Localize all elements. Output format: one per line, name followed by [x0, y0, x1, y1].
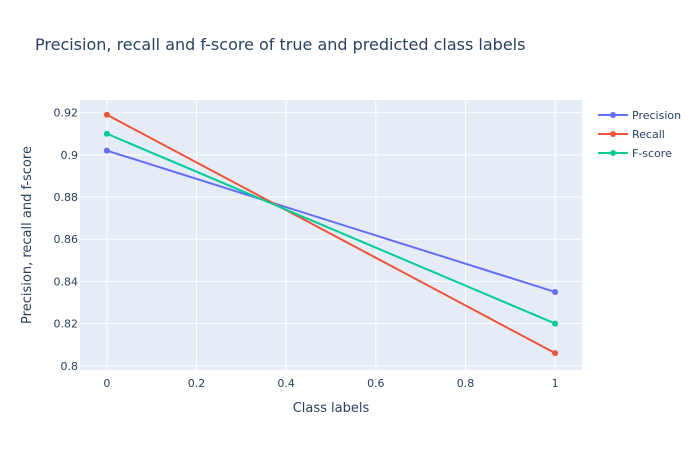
data-point: [552, 288, 559, 295]
legend: Precision Recall F-score: [598, 109, 681, 160]
x-tick-label: 1: [552, 377, 559, 390]
legend-label: Precision: [632, 109, 681, 122]
x-tick-label: 0.8: [457, 377, 475, 390]
x-tick-label: 0.6: [367, 377, 385, 390]
y-tick-label: 0.88: [54, 191, 79, 204]
data-point: [552, 320, 559, 327]
legend-item[interactable]: Precision: [598, 109, 681, 122]
data-point: [103, 147, 110, 154]
data-point: [552, 350, 559, 357]
legend-marker: [610, 131, 616, 137]
legend-item[interactable]: Recall: [598, 128, 665, 141]
y-tick-label: 0.84: [54, 275, 79, 288]
x-axis-title: Class labels: [293, 401, 370, 416]
y-axis-ticks: 0.8 0.82 0.84 0.86 0.88 0.9 0.92: [54, 107, 79, 373]
y-axis-title: Precision, recall and f-score: [20, 146, 35, 324]
grid-lines: [80, 100, 582, 370]
series-layer: [103, 111, 559, 357]
series-line: [106, 113, 556, 355]
series-precision: [103, 147, 559, 295]
legend-label: Recall: [632, 128, 665, 141]
x-tick-label: 0.4: [277, 377, 295, 390]
series-f-score: [103, 130, 559, 327]
series-line: [106, 132, 556, 325]
x-tick-label: 0.2: [188, 377, 206, 390]
y-tick-label: 0.82: [54, 318, 79, 331]
y-tick-label: 0.8: [61, 360, 79, 373]
series-recall: [103, 111, 559, 357]
series-line: [106, 149, 556, 293]
data-point: [103, 111, 110, 118]
legend-marker: [610, 112, 616, 118]
legend-label: F-score: [632, 147, 672, 160]
legend-marker: [610, 150, 616, 156]
chart-title: Precision, recall and f-score of true an…: [35, 35, 525, 54]
y-tick-label: 0.9: [61, 149, 79, 162]
x-tick-label: 0: [103, 377, 110, 390]
y-tick-label: 0.92: [54, 107, 79, 120]
legend-item[interactable]: F-score: [598, 147, 672, 160]
data-point: [103, 130, 110, 137]
y-tick-label: 0.86: [54, 233, 79, 246]
x-axis-ticks: 0 0.2 0.4 0.6 0.8 1: [103, 377, 558, 390]
